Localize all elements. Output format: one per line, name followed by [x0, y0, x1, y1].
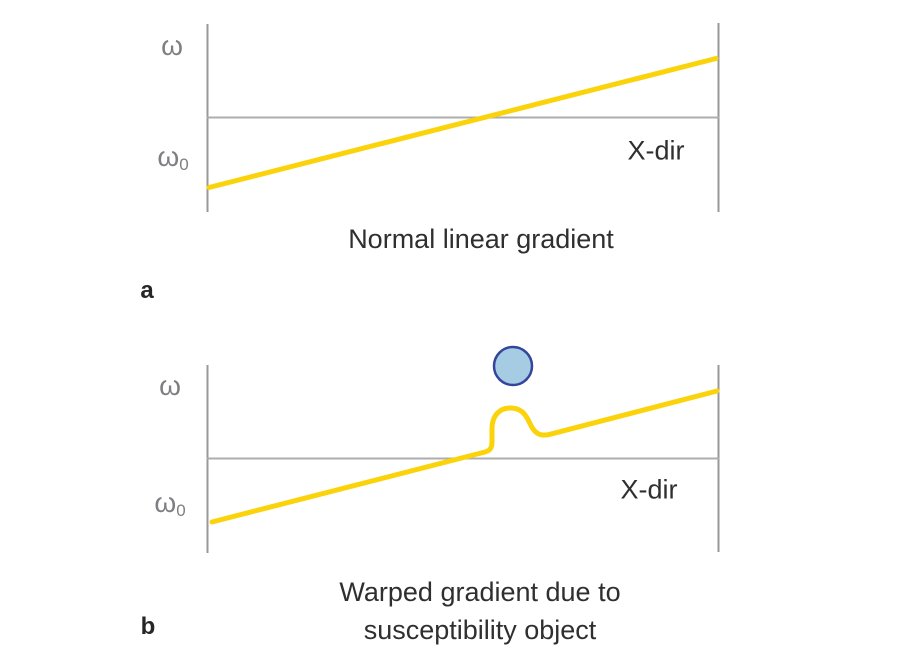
panel-a-omega0-label: ω0	[157, 141, 188, 173]
panel-b-warped-gradient-line	[209, 388, 720, 525]
panel-a-gradient-line	[206, 56, 719, 190]
panel-b-omega0-subscript: 0	[176, 501, 186, 521]
panel-b-plot	[206, 345, 720, 553]
panel-b-caption-line1: Warped gradient due to	[339, 577, 621, 607]
panel-a-x-axis-label: X-dir	[627, 135, 685, 166]
panel-b-y-axis-label: ω	[159, 369, 181, 401]
panel-b-omega0-base: ω	[154, 486, 177, 518]
panel-b-omega0-label: ω0	[154, 487, 185, 519]
panel-a-letter: a	[140, 277, 154, 305]
panel-a-y-axis-label: ω	[161, 29, 183, 61]
panel-b-caption-line2: susceptibility object	[363, 615, 597, 645]
panel-a-omega0-subscript: 0	[179, 155, 189, 175]
susceptibility-object-circle	[492, 345, 534, 387]
panel-a-plot	[206, 23, 720, 212]
panel-b-letter: b	[140, 613, 156, 641]
panel-b-caption: Warped gradient due to susceptibility ob…	[339, 573, 620, 649]
panel-a-caption: Normal linear gradient	[348, 224, 614, 254]
panel-a-omega0-base: ω	[157, 140, 180, 172]
panel-b-x-axis-label: X-dir	[620, 474, 678, 505]
